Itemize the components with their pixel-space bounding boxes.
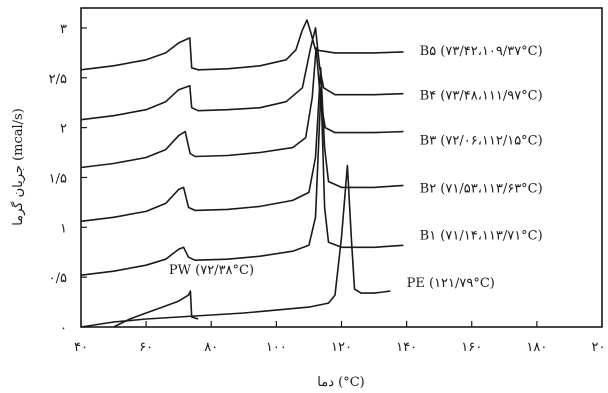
series-line-4 [80, 47, 404, 169]
x-tick-label: ۱۴۰ [396, 340, 417, 355]
series-label-4: B۳ (۷۲/۰۶،۱۱۲/۱۵°C) [420, 134, 543, 149]
x-tick-label: ۱۸۰ [526, 340, 547, 355]
curve-labels: PE (۱۲۱/۷۹°C) PW (۷۲/۳۸°C) B۱ (۷۱/۱۴،۱۱۳/۷… [169, 44, 543, 291]
x-tick-label: ۶۰ [139, 340, 153, 355]
x-tick-label: ۱۰۰ [266, 340, 287, 355]
x-tick-label: ۸۰ [204, 340, 218, 355]
plot-curves [80, 19, 404, 328]
y-tick-label: ۰ [60, 321, 67, 336]
x-tick-label: ۲۰۰ [592, 340, 608, 355]
series-line-0 [80, 164, 391, 328]
x-tick-label: ۱۶۰ [461, 340, 482, 355]
y-axis: ۰ ۰/۵ ۱ ۱/۵ ۲ ۲/۵ ۳ [49, 22, 87, 336]
x-tick-label: ۱۲۰ [331, 340, 352, 355]
y-tick-label: ۱/۵ [49, 171, 67, 186]
series-label-6: B۵ (۷۳/۴۲،۱۰۹/۳۷°C) [420, 44, 543, 59]
y-axis-title: جریان گرما (mcal/s) [10, 108, 26, 226]
series-line-1 [113, 290, 199, 328]
y-tick-label: ۳ [60, 22, 67, 37]
y-tick-label: ۲/۵ [49, 72, 67, 87]
x-axis-title: دما (°C) [317, 375, 364, 390]
y-tick-label: ۰/۵ [49, 271, 67, 286]
series-label-1: PW (۷۲/۳۸°C) [169, 263, 254, 278]
series-line-5 [80, 27, 404, 121]
series-label-5: B۴ (۷۳/۴۸،۱۱۱/۹۷°C) [420, 89, 543, 104]
series-line-6 [80, 19, 404, 71]
x-tick-label: ۴۰ [74, 340, 88, 355]
series-line-2 [80, 87, 404, 276]
series-label-3: B۲ (۷۱/۵۳،۱۱۳/۶۳°C) [420, 181, 543, 196]
y-tick-label: ۱ [60, 221, 67, 236]
series-label-2: B۱ (۷۱/۱۴،۱۱۳/۷۱°C) [420, 228, 543, 243]
x-axis: ۴۰ ۶۰ ۸۰ ۱۰۰ ۱۲۰ ۱۴۰ ۱۶۰ ۱۸۰ ۲۰۰ [74, 321, 608, 355]
y-tick-label: ۲ [60, 122, 67, 137]
series-label-0: PE (۱۲۱/۷۹°C) [407, 276, 495, 291]
series-line-3 [80, 67, 404, 223]
